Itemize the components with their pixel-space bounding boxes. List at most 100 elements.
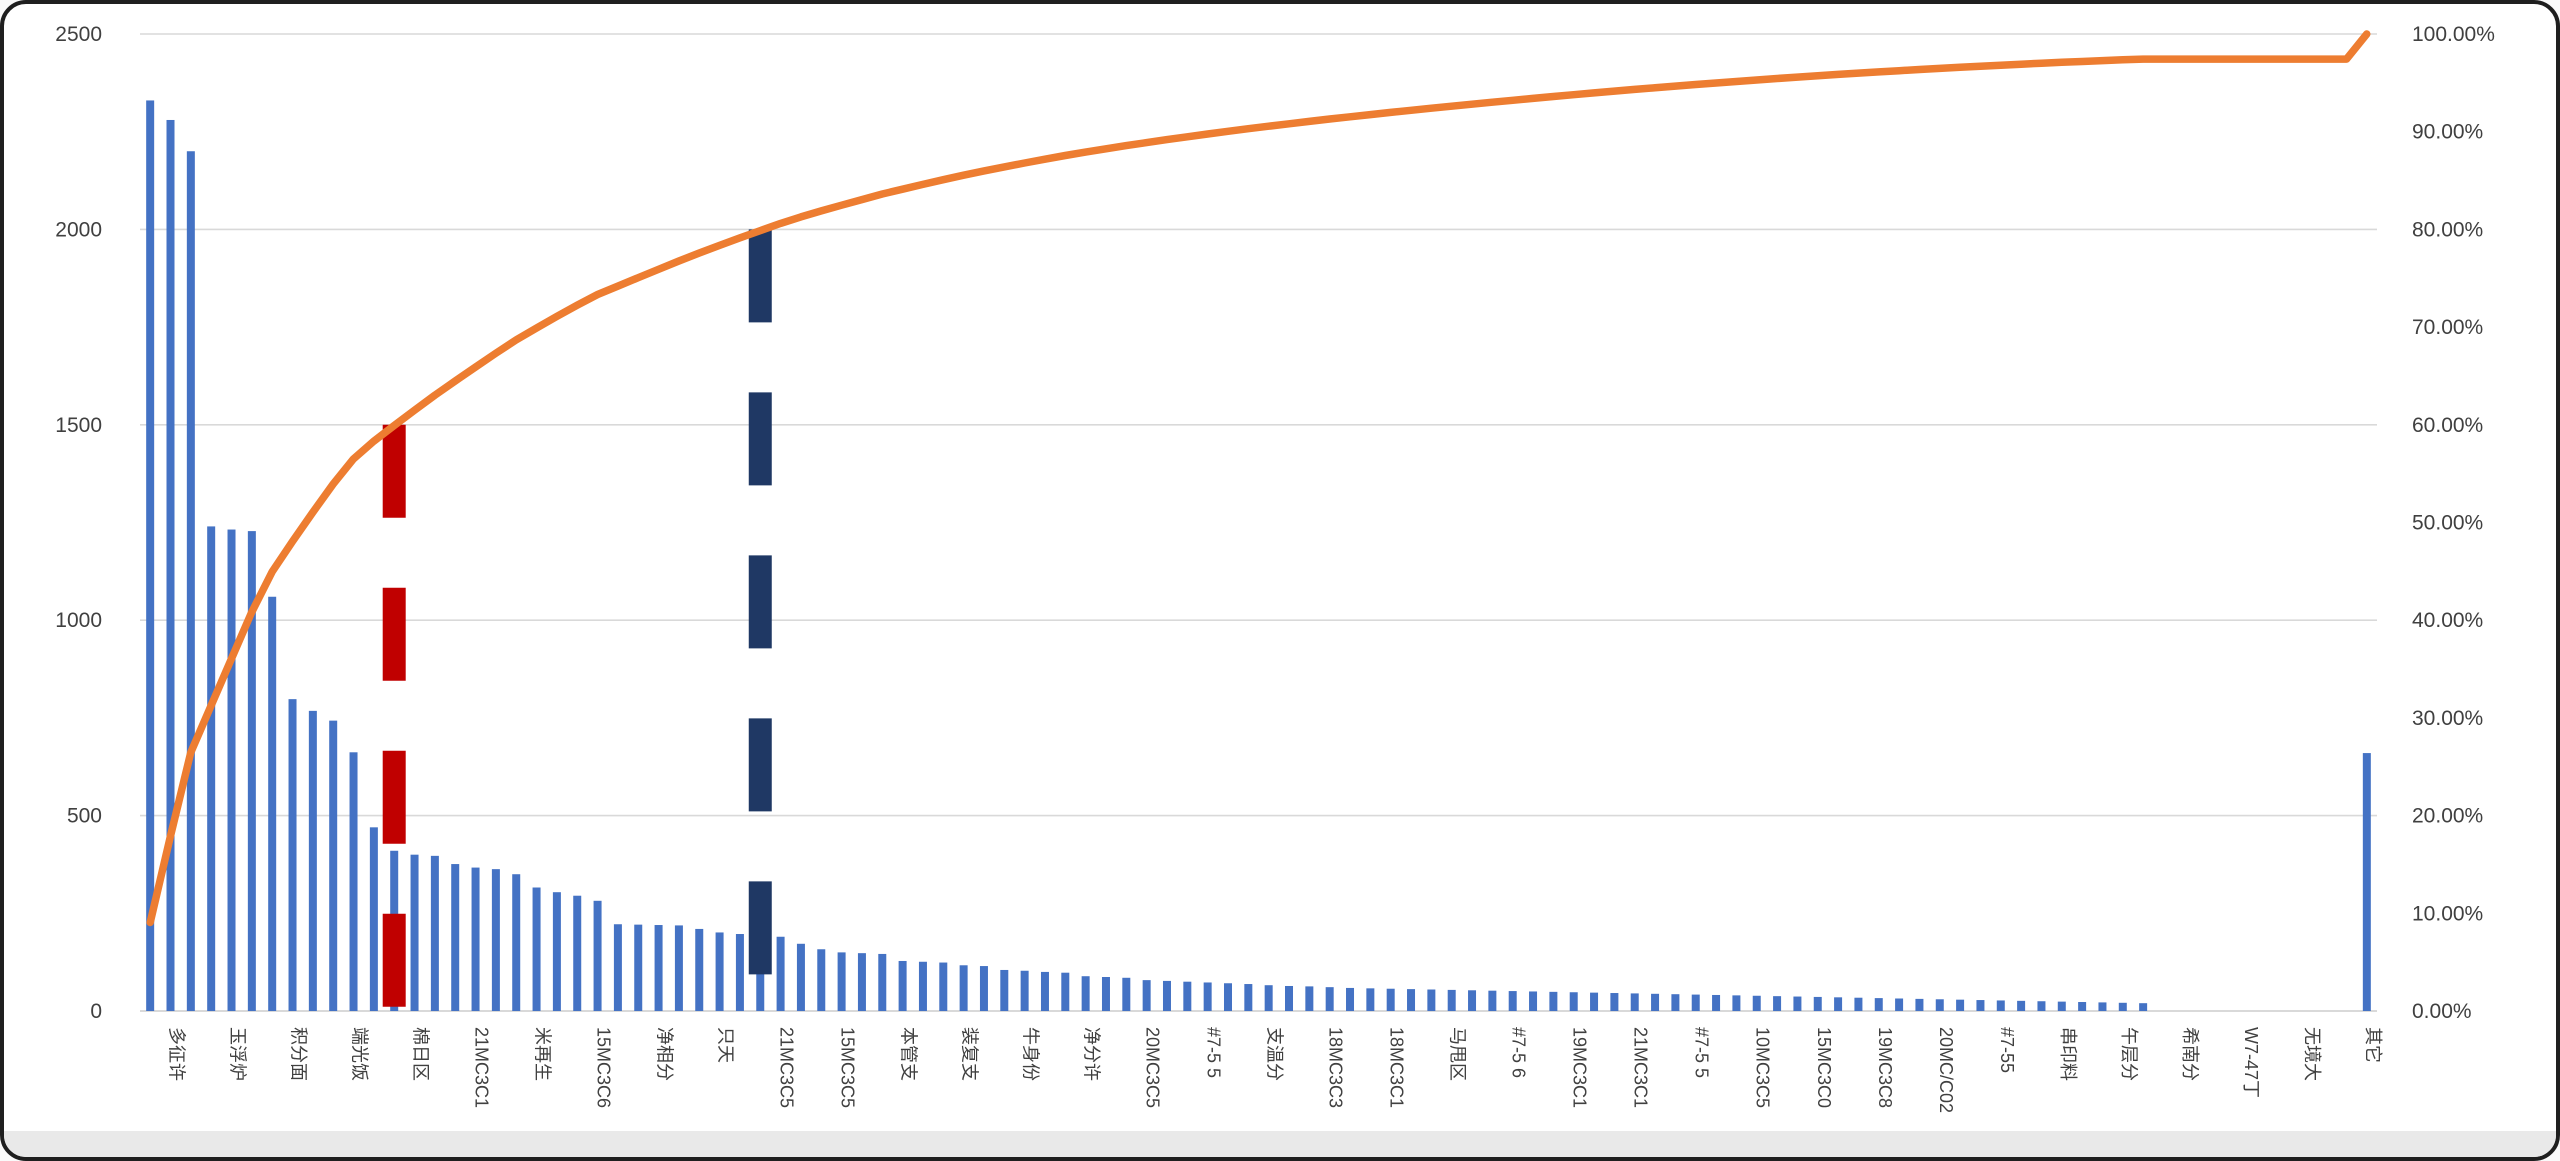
- bar-category-68[interactable]: [1508, 991, 1517, 1011]
- bar-category-74[interactable]: [1630, 993, 1639, 1011]
- bar-category-54[interactable]: [1223, 983, 1232, 1011]
- bar-category-99[interactable]: [2139, 1003, 2148, 1011]
- bar-category-11[interactable]: [349, 752, 358, 1011]
- bar-category-41[interactable]: [959, 965, 968, 1011]
- x-axis-label: 20MC/C02: [1936, 1027, 1956, 1113]
- bar-category-5[interactable]: [227, 529, 236, 1011]
- bar-category-27[interactable]: [674, 925, 683, 1011]
- bar-category-90[interactable]: [1956, 999, 1965, 1011]
- bar-category-92[interactable]: [1996, 1000, 2005, 1011]
- bar-category-17[interactable]: [471, 867, 480, 1011]
- bar-category-26[interactable]: [654, 925, 663, 1011]
- bar-category-65[interactable]: [1447, 989, 1456, 1011]
- bar-category-44[interactable]: [1020, 970, 1029, 1011]
- bar-category-2[interactable]: [166, 119, 175, 1011]
- bar-category-58[interactable]: [1305, 986, 1314, 1011]
- bar-category-53[interactable]: [1203, 982, 1212, 1011]
- bar-category-69[interactable]: [1529, 991, 1538, 1011]
- bar-category-78[interactable]: [1712, 994, 1721, 1011]
- bar-category-96[interactable]: [2078, 1002, 2087, 1011]
- bar-category-89[interactable]: [1935, 999, 1944, 1011]
- bar-category-45[interactable]: [1040, 971, 1049, 1011]
- bar-category-63[interactable]: [1407, 989, 1416, 1011]
- bar-category-97[interactable]: [2098, 1002, 2107, 1011]
- bar-category-87[interactable]: [1895, 998, 1904, 1011]
- bar-category-22[interactable]: [573, 895, 582, 1011]
- bar-category-19[interactable]: [512, 874, 521, 1011]
- bar-category-10[interactable]: [329, 720, 338, 1011]
- bar-category-71[interactable]: [1569, 992, 1578, 1011]
- bar-category-51[interactable]: [1162, 980, 1171, 1011]
- bar-category-18[interactable]: [491, 869, 500, 1011]
- bar-category-28[interactable]: [695, 928, 704, 1011]
- bar-category-93[interactable]: [2017, 1000, 2026, 1011]
- bar-category-12[interactable]: [369, 827, 378, 1011]
- bar-category-55[interactable]: [1244, 984, 1253, 1011]
- bar-category-83[interactable]: [1813, 996, 1822, 1011]
- bar-category-7[interactable]: [268, 596, 277, 1011]
- bar-category-15[interactable]: [430, 855, 439, 1011]
- bar-category-81[interactable]: [1773, 996, 1782, 1011]
- bar-category-43[interactable]: [1000, 969, 1009, 1011]
- bar-category-46[interactable]: [1061, 972, 1070, 1011]
- bar-category-48[interactable]: [1101, 977, 1110, 1011]
- bar-category-21[interactable]: [552, 892, 561, 1011]
- bar-category-84[interactable]: [1834, 997, 1843, 1011]
- bar-category-67[interactable]: [1488, 990, 1497, 1011]
- bar-category-91[interactable]: [1976, 1000, 1985, 1011]
- bar-category-24[interactable]: [613, 924, 622, 1011]
- bar-category-8[interactable]: [288, 699, 297, 1011]
- bar-category-35[interactable]: [837, 952, 846, 1011]
- bar-category-14[interactable]: [410, 854, 419, 1011]
- bar-category-49[interactable]: [1122, 977, 1131, 1011]
- bar-category-47[interactable]: [1081, 976, 1090, 1011]
- bar-category-56[interactable]: [1264, 985, 1273, 1011]
- bar-category-98[interactable]: [2118, 1002, 2127, 1011]
- bar-category-88[interactable]: [1915, 998, 1924, 1011]
- bar-category-39[interactable]: [918, 961, 927, 1011]
- bar-category-33[interactable]: [796, 943, 805, 1011]
- bar-category-59[interactable]: [1325, 987, 1334, 1011]
- bar-category-1[interactable]: [146, 100, 155, 1012]
- bar-category-72[interactable]: [1590, 992, 1599, 1011]
- bar-category-29[interactable]: [715, 932, 724, 1011]
- bar-category-86[interactable]: [1874, 998, 1883, 1011]
- bar-category-42[interactable]: [979, 966, 988, 1011]
- bar-category-80[interactable]: [1752, 995, 1761, 1011]
- bar-category-73[interactable]: [1610, 993, 1619, 1011]
- bar-category-34[interactable]: [817, 949, 826, 1011]
- bar-category-25[interactable]: [634, 924, 643, 1011]
- bar-category-38[interactable]: [898, 960, 907, 1011]
- bar-category-50[interactable]: [1142, 980, 1151, 1011]
- bar-category-82[interactable]: [1793, 996, 1802, 1011]
- bar-category-66[interactable]: [1468, 990, 1477, 1011]
- bar-category-64[interactable]: [1427, 989, 1436, 1011]
- bar-category-20[interactable]: [532, 887, 541, 1011]
- bar-category-70[interactable]: [1549, 991, 1558, 1011]
- bar-category-52[interactable]: [1183, 981, 1192, 1011]
- bar-category-60[interactable]: [1346, 987, 1355, 1011]
- bar-category-36[interactable]: [857, 953, 866, 1011]
- bar-category-95[interactable]: [2057, 1001, 2066, 1011]
- bar-category-76[interactable]: [1671, 994, 1680, 1011]
- bar-category-57[interactable]: [1285, 985, 1294, 1011]
- bar-category-32[interactable]: [776, 936, 785, 1011]
- bar-category-4[interactable]: [207, 526, 216, 1011]
- bar-category-9[interactable]: [308, 710, 317, 1011]
- bar-category-61[interactable]: [1366, 988, 1375, 1011]
- bar-category-23[interactable]: [593, 900, 602, 1011]
- bar-category-6[interactable]: [247, 531, 256, 1011]
- bar-category-77[interactable]: [1691, 994, 1700, 1011]
- bar-category-3[interactable]: [186, 151, 195, 1012]
- cumulative-line[interactable]: [146, 30, 2371, 927]
- bar-category-110[interactable]: [2362, 753, 2371, 1011]
- bar-category-62[interactable]: [1386, 988, 1395, 1011]
- bar-category-30[interactable]: [735, 934, 744, 1011]
- bar-category-16[interactable]: [451, 864, 460, 1011]
- bar-category-75[interactable]: [1651, 993, 1660, 1011]
- bar-category-40[interactable]: [939, 962, 948, 1011]
- bar-category-85[interactable]: [1854, 997, 1863, 1011]
- bar-category-79[interactable]: [1732, 995, 1741, 1011]
- bar-category-94[interactable]: [2037, 1001, 2046, 1011]
- bar-category-37[interactable]: [878, 953, 887, 1011]
